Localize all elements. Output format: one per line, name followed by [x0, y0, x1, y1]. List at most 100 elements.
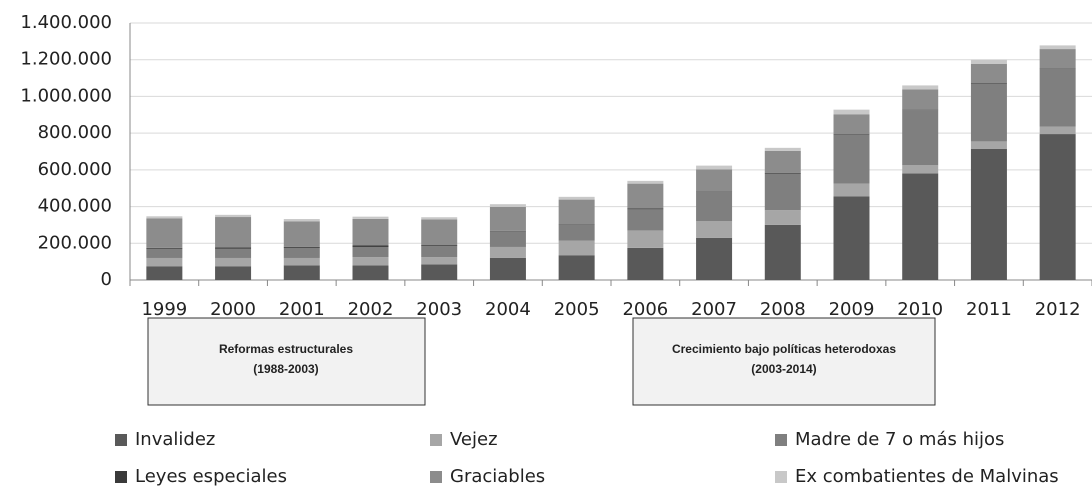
- bar-segment: [558, 224, 595, 241]
- x-tick-label: 2012: [1035, 299, 1081, 320]
- bar-segment: [1039, 126, 1076, 135]
- bar-segment: [283, 219, 320, 222]
- bar-segment: [146, 218, 183, 248]
- bar-segment: [558, 224, 595, 225]
- legend-swatch: [430, 434, 442, 446]
- y-tick-label: 1.000.000: [20, 85, 112, 106]
- x-tick-label: 2006: [622, 299, 668, 320]
- x-tick-label: 2000: [210, 299, 256, 320]
- bar-segment: [902, 173, 939, 280]
- bar-segment: [489, 231, 526, 247]
- bar-segment: [489, 206, 526, 231]
- x-tick-label: 2007: [691, 299, 737, 320]
- x-tick-label: 2008: [760, 299, 806, 320]
- x-tick-label: 2010: [897, 299, 943, 320]
- legend-label: Madre de 7 o más hijos: [795, 429, 1004, 450]
- legend-swatch: [115, 471, 127, 483]
- bar-segment: [421, 246, 458, 258]
- bar-segment: [283, 221, 320, 247]
- legend-swatch: [115, 434, 127, 446]
- y-tick-label: 1.200.000: [20, 49, 112, 70]
- bar-segment: [352, 265, 389, 280]
- bar-segment: [146, 266, 183, 280]
- bar-segment: [146, 247, 183, 249]
- bar-segment: [902, 109, 939, 111]
- annotation-box: [147, 317, 426, 406]
- bar-segment: [764, 150, 801, 173]
- x-tick-label: 2005: [554, 299, 600, 320]
- bar-segment: [764, 173, 801, 211]
- bar-segment: [696, 169, 733, 192]
- bar-segment: [902, 89, 939, 110]
- bar-segment: [833, 134, 870, 184]
- bar-segment: [1039, 134, 1076, 280]
- bar-segment: [558, 199, 595, 225]
- x-tick-label: 2001: [279, 299, 325, 320]
- legend-label: Vejez: [450, 429, 498, 450]
- annotation-period: (2003-2014): [751, 362, 816, 376]
- x-tick-label: 2003: [416, 299, 462, 320]
- bar-segment: [696, 237, 733, 280]
- legend-swatch: [775, 434, 787, 446]
- bar-segment: [696, 165, 733, 170]
- bar-segment: [489, 230, 526, 232]
- x-tick-label: 2011: [966, 299, 1012, 320]
- bar-segment: [283, 246, 320, 248]
- bar-segment: [558, 255, 595, 280]
- y-tick-label: 400.000: [38, 196, 112, 217]
- bar-segment: [352, 257, 389, 266]
- bar-segment: [764, 210, 801, 225]
- legend-label: Invalidez: [135, 429, 215, 450]
- annotation-title: Crecimiento bajo políticas heterodoxas: [672, 342, 896, 356]
- bar-segment: [833, 114, 870, 135]
- legend-label: Ex combatientes de Malvinas: [795, 466, 1059, 487]
- bar-segment: [696, 191, 733, 192]
- bar-segment: [833, 196, 870, 280]
- bar-segment: [1039, 68, 1076, 69]
- bar-segment: [1039, 49, 1076, 69]
- bar-segment: [283, 257, 320, 266]
- bar-segment: [902, 85, 939, 90]
- bar-segment: [902, 110, 939, 166]
- legend-label: Leyes especiales: [135, 466, 287, 487]
- bar-segment: [352, 218, 389, 246]
- bar-segment: [627, 247, 664, 280]
- y-tick-label: 600.000: [38, 159, 112, 180]
- bar-segment: [215, 247, 252, 249]
- y-tick-label: 1.400.000: [20, 12, 112, 33]
- bar-segment: [146, 257, 183, 267]
- bar-segment: [627, 183, 664, 209]
- legend-swatch: [775, 471, 787, 483]
- bar-segment: [421, 217, 458, 220]
- bar-segment: [558, 240, 595, 256]
- bar-segment: [352, 246, 389, 258]
- bar-segment: [352, 216, 389, 219]
- bar-segment: [215, 217, 252, 248]
- annotation-box: [632, 317, 936, 406]
- bar-segment: [489, 204, 526, 207]
- bar-segment: [833, 183, 870, 197]
- bar-segment: [1039, 68, 1076, 127]
- bar-segment: [627, 209, 664, 231]
- legend-swatch: [430, 471, 442, 483]
- bar-segment: [833, 109, 870, 115]
- y-tick-label: 200.000: [38, 232, 112, 253]
- bar-segment: [627, 230, 664, 248]
- x-tick-label: 2009: [829, 299, 875, 320]
- bar-segment: [489, 246, 526, 258]
- bar-segment: [627, 208, 664, 210]
- bar-segment: [1039, 45, 1076, 50]
- bar-segment: [970, 83, 1007, 142]
- bar-segment: [215, 248, 252, 258]
- bar-segment: [352, 245, 389, 247]
- bar-segment: [764, 224, 801, 280]
- bar-segment: [283, 265, 320, 280]
- bar-segment: [970, 148, 1007, 280]
- bar-segment: [764, 172, 801, 174]
- bar-segment: [627, 180, 664, 184]
- bar-segment: [215, 266, 252, 280]
- bar-segment: [696, 191, 733, 222]
- bar-segment: [833, 134, 870, 135]
- bar-segment: [215, 214, 252, 218]
